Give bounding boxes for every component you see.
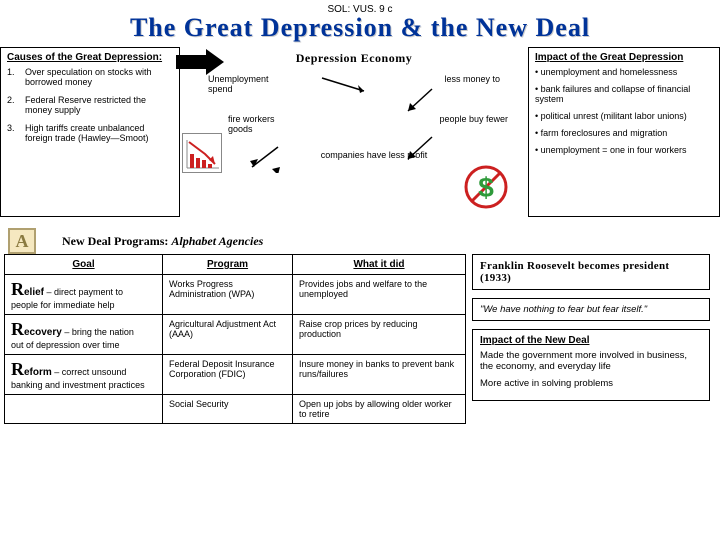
col-what: What it did	[293, 255, 466, 275]
new-deal-header: New Deal Programs: Alphabet Agencies	[62, 234, 263, 249]
col-program: Program	[163, 255, 293, 275]
cause-text: Over speculation on stocks with borrowed…	[25, 67, 173, 87]
impact-bullet: • unemployment and homelessness	[535, 67, 713, 77]
franklin-box: Franklin Roosevelt becomes president (19…	[472, 254, 710, 290]
right-column: Franklin Roosevelt becomes president (19…	[472, 254, 710, 424]
economy-text: companies have less profit	[188, 150, 520, 160]
arrow-diag-icon	[320, 75, 370, 95]
economy-text: fire workersgoods	[228, 114, 275, 134]
table-row: Recovery – bring the nation out of depre…	[5, 315, 466, 355]
dollar-icon: $	[464, 165, 508, 209]
declining-chart-icon	[182, 133, 222, 173]
letter-a-icon: A	[8, 228, 36, 254]
fr-title: Franklin Roosevelt becomes president (19…	[480, 260, 702, 284]
programs-table: Goal Program What it did Relief – direct…	[4, 254, 466, 424]
bottom-section: Goal Program What it did Relief – direct…	[4, 254, 710, 424]
impact-header: Impact of the Great Depression	[535, 52, 713, 63]
arrow-right-icon	[176, 49, 224, 75]
causes-header: Causes of the Great Depression:	[7, 52, 173, 63]
economy-text: people buy fewer	[439, 114, 508, 134]
causes-box: Causes of the Great Depression: 1.Over s…	[0, 47, 180, 217]
impact-bullet: • farm foreclosures and migration	[535, 128, 713, 138]
table-row: Relief – direct payment to people for im…	[5, 275, 466, 315]
cause-text: Federal Reserve restricted the money sup…	[25, 95, 173, 115]
impact-bullet: • unemployment = one in four workers	[535, 145, 713, 155]
fr-quote: "We have nothing to fear but fear itself…	[472, 298, 710, 321]
cause-num: 3.	[7, 123, 25, 143]
economy-diagram: Depression Economy Unemploymentspend les…	[180, 47, 528, 217]
economy-text: Unemploymentspend	[208, 74, 269, 94]
impact-bullet: • bank failures and collapse of financia…	[535, 84, 713, 104]
top-row: Causes of the Great Depression: 1.Over s…	[0, 47, 720, 217]
impact2-p1: Made the government more involved in bus…	[480, 350, 702, 372]
cause-num: 1.	[7, 67, 25, 87]
impact2-title: Impact of the New Deal	[480, 335, 702, 346]
svg-text:$: $	[478, 172, 494, 203]
impact2-p2: More active in solving problems	[480, 378, 702, 389]
table-row: Reform – correct unsound banking and inv…	[5, 355, 466, 395]
page-title: The Great Depression & the New Deal	[0, 13, 720, 43]
arrow-diag-icon	[246, 143, 286, 173]
arrow-diag-icon	[402, 135, 442, 165]
impact-box: Impact of the Great Depression • unemplo…	[528, 47, 720, 217]
arrow-diag-icon	[402, 87, 442, 117]
impact-newdeal-box: Impact of the New Deal Made the governme…	[472, 329, 710, 401]
economy-text: less money to	[444, 74, 500, 94]
cause-num: 2.	[7, 95, 25, 115]
table-row: Social Security Open up jobs by allowing…	[5, 395, 466, 424]
cause-text: High tariffs create unbalanced foreign t…	[25, 123, 173, 143]
economy-header: Depression Economy	[188, 51, 520, 66]
impact-bullet: • political unrest (militant labor union…	[535, 111, 713, 121]
col-goal: Goal	[5, 255, 163, 275]
